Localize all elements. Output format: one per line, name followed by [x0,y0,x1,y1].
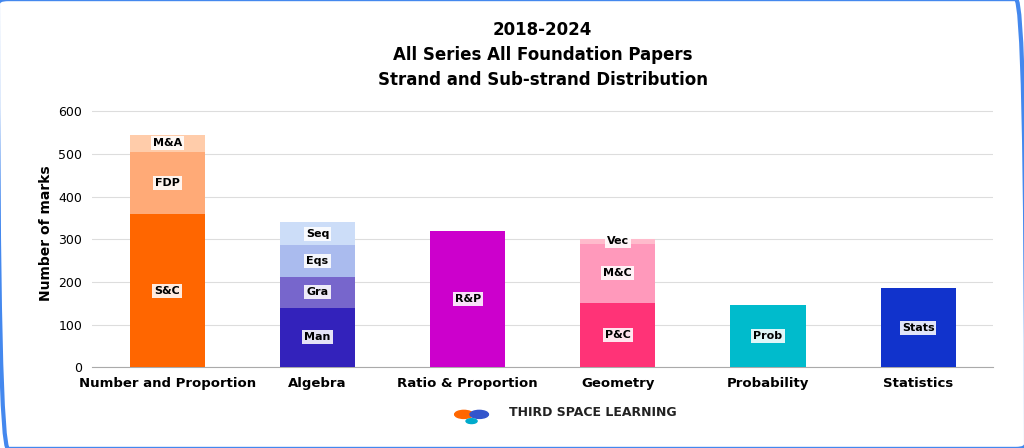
Bar [430,231,505,367]
Text: P&C: P&C [605,330,631,340]
Bar [280,245,355,277]
Bar [280,222,355,245]
Y-axis label: Number of marks: Number of marks [39,165,53,301]
Text: Seq: Seq [306,228,329,239]
Bar [730,306,806,367]
Text: Prob: Prob [754,332,782,341]
Bar [130,152,205,214]
Text: Gra: Gra [306,287,329,297]
Text: M&C: M&C [603,268,632,279]
Bar [280,277,355,308]
Text: Man: Man [304,332,331,342]
Text: FDP: FDP [155,178,179,188]
Text: Eqs: Eqs [306,256,329,266]
Text: R&P: R&P [455,294,480,304]
Bar [581,303,655,367]
Text: THIRD SPACE LEARNING: THIRD SPACE LEARNING [509,405,677,419]
Bar [581,239,655,244]
Bar [280,308,355,367]
Text: Vec: Vec [607,237,629,246]
Circle shape [466,419,477,423]
Bar [881,289,955,367]
Circle shape [470,410,488,418]
Bar [130,135,205,152]
Text: Stats: Stats [902,323,935,333]
Circle shape [455,410,473,418]
Title: 2018-2024
All Series All Foundation Papers
Strand and Sub-strand Distribution: 2018-2024 All Series All Foundation Pape… [378,21,708,89]
Text: M&A: M&A [153,138,182,148]
Bar [130,214,205,367]
Text: S&C: S&C [155,285,180,296]
Bar [581,244,655,303]
